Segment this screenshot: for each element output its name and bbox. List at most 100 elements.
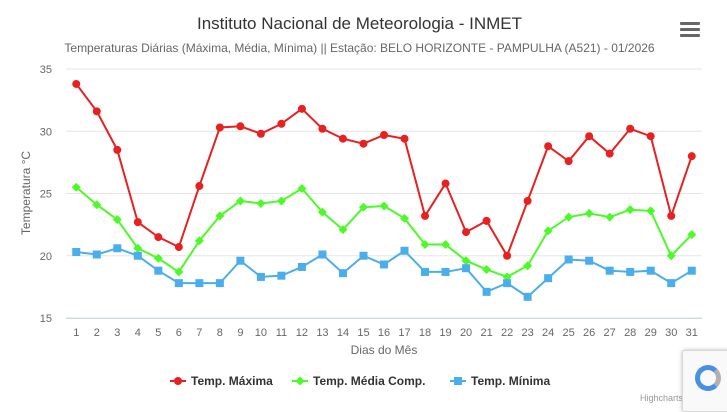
data-point[interactable] [667, 211, 676, 220]
data-point[interactable] [338, 269, 347, 278]
data-point[interactable] [666, 251, 676, 261]
data-point[interactable] [523, 292, 532, 301]
data-point[interactable] [482, 216, 491, 225]
data-point[interactable] [584, 208, 594, 218]
data-point[interactable] [174, 267, 184, 277]
data-point[interactable] [503, 251, 512, 260]
data-point[interactable] [71, 182, 81, 192]
data-point[interactable] [153, 253, 163, 263]
data-point[interactable] [646, 266, 655, 275]
data-point[interactable] [687, 230, 697, 240]
data-point[interactable] [195, 279, 204, 288]
legend-item[interactable]: Temp. Média Comp. [292, 374, 425, 388]
data-point[interactable] [154, 266, 163, 275]
legend-item[interactable]: Temp. Máxima [170, 374, 273, 388]
series-circle[interactable] [72, 79, 696, 260]
data-point[interactable] [461, 256, 471, 266]
data-point[interactable] [667, 279, 676, 288]
data-point[interactable] [482, 287, 491, 296]
data-point[interactable] [380, 260, 388, 269]
data-point[interactable] [133, 251, 142, 260]
series-square[interactable] [72, 244, 696, 301]
data-point[interactable] [523, 261, 533, 271]
data-point[interactable] [523, 196, 532, 205]
data-point[interactable] [420, 240, 430, 250]
legend-symbol[interactable] [295, 376, 305, 386]
recaptcha-badge[interactable] [682, 350, 727, 412]
series-plot-area[interactable] [71, 79, 697, 301]
data-point[interactable] [462, 264, 471, 273]
data-point[interactable] [605, 149, 614, 158]
data-point[interactable] [421, 211, 430, 220]
data-point[interactable] [441, 240, 451, 250]
legend-item[interactable]: Temp. Mínima [450, 374, 550, 388]
data-point[interactable] [72, 79, 81, 88]
data-point[interactable] [359, 139, 368, 148]
data-point[interactable] [687, 152, 696, 161]
data-point[interactable] [564, 157, 573, 166]
series-diamond[interactable] [71, 182, 697, 282]
chart-credits-link[interactable]: Highcharts.com [640, 393, 703, 403]
hamburger-menu-icon[interactable] [680, 22, 700, 40]
data-point[interactable] [277, 271, 286, 280]
data-point[interactable] [585, 256, 594, 265]
data-point[interactable] [646, 132, 655, 141]
data-point[interactable] [195, 182, 204, 191]
data-point[interactable] [359, 251, 368, 260]
data-point[interactable] [235, 196, 245, 206]
data-point[interactable] [441, 267, 450, 276]
data-point[interactable] [297, 104, 306, 113]
data-point[interactable] [400, 246, 409, 255]
data-point[interactable] [256, 129, 265, 138]
data-point[interactable] [297, 184, 307, 194]
data-point[interactable] [482, 264, 492, 274]
data-point[interactable] [626, 267, 635, 276]
data-point[interactable] [462, 228, 471, 237]
data-point[interactable] [379, 201, 389, 211]
data-point[interactable] [133, 243, 143, 253]
data-point[interactable] [543, 226, 553, 236]
legend-symbol[interactable] [174, 377, 182, 385]
data-point[interactable] [400, 213, 410, 223]
data-point[interactable] [585, 132, 594, 141]
data-point[interactable] [380, 130, 388, 139]
data-point[interactable] [317, 207, 327, 217]
data-point[interactable] [215, 123, 224, 132]
data-point[interactable] [92, 200, 102, 210]
data-point[interactable] [277, 119, 286, 128]
data-point[interactable] [564, 212, 574, 222]
data-point[interactable] [626, 124, 635, 133]
data-point[interactable] [605, 212, 615, 222]
data-point[interactable] [338, 225, 348, 235]
legend-symbol[interactable] [454, 377, 462, 385]
data-point[interactable] [503, 279, 512, 288]
data-point[interactable] [236, 122, 245, 131]
data-point[interactable] [441, 179, 450, 188]
data-point[interactable] [400, 134, 409, 143]
data-point[interactable] [625, 205, 635, 215]
data-point[interactable] [174, 279, 183, 288]
data-point[interactable] [92, 107, 101, 116]
data-point[interactable] [194, 236, 204, 246]
data-point[interactable] [113, 145, 122, 154]
data-point[interactable] [646, 206, 656, 216]
data-point[interactable] [154, 233, 163, 242]
data-point[interactable] [256, 198, 266, 208]
data-point[interactable] [133, 218, 142, 227]
data-point[interactable] [338, 134, 347, 143]
data-point[interactable] [256, 272, 265, 281]
data-point[interactable] [358, 202, 368, 212]
data-point[interactable] [174, 243, 183, 252]
data-point[interactable] [215, 211, 225, 221]
data-point[interactable] [92, 250, 101, 259]
data-point[interactable] [276, 196, 286, 206]
data-point[interactable] [318, 124, 327, 133]
data-point[interactable] [421, 267, 430, 276]
data-point[interactable] [318, 250, 327, 259]
data-point[interactable] [72, 248, 81, 257]
data-point[interactable] [544, 274, 553, 283]
data-point[interactable] [112, 215, 122, 225]
data-point[interactable] [605, 266, 614, 275]
data-point[interactable] [544, 142, 553, 151]
data-point[interactable] [687, 266, 696, 275]
